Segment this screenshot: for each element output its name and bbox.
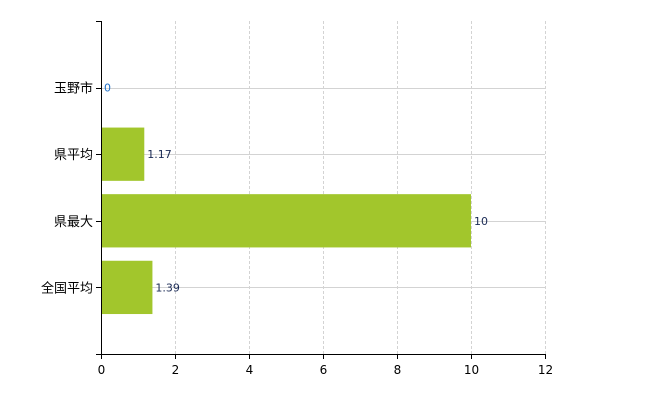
x-tick-label: 0 [98, 363, 106, 377]
x-tick-label: 4 [246, 363, 254, 377]
x-tick-label: 10 [464, 363, 479, 377]
data-label: 1.17 [147, 148, 172, 161]
y-tick-label: 県平均 [54, 148, 93, 163]
grid [101, 21, 546, 354]
x-tick-label: 8 [394, 363, 402, 377]
data-label: 1.39 [155, 281, 180, 294]
bar [102, 260, 153, 315]
data-label: 0 [104, 82, 111, 95]
bars [102, 127, 471, 315]
x-tick-label: 12 [538, 363, 553, 377]
labels: 0 2 4 6 8 10 12 0 玉野市 1.17 県平均 10 県最大 1.39 全国平均 [41, 81, 553, 377]
axes [96, 21, 546, 359]
x-tick-label: 6 [320, 363, 328, 377]
y-tick-label: 玉野市 [54, 81, 93, 97]
y-tick-label: 全国平均 [41, 280, 93, 296]
x-tick-label: 2 [172, 363, 180, 377]
data-label: 10 [474, 215, 488, 228]
bar [102, 127, 145, 181]
bar [102, 194, 471, 248]
y-tick-label: 県最大 [54, 215, 93, 230]
